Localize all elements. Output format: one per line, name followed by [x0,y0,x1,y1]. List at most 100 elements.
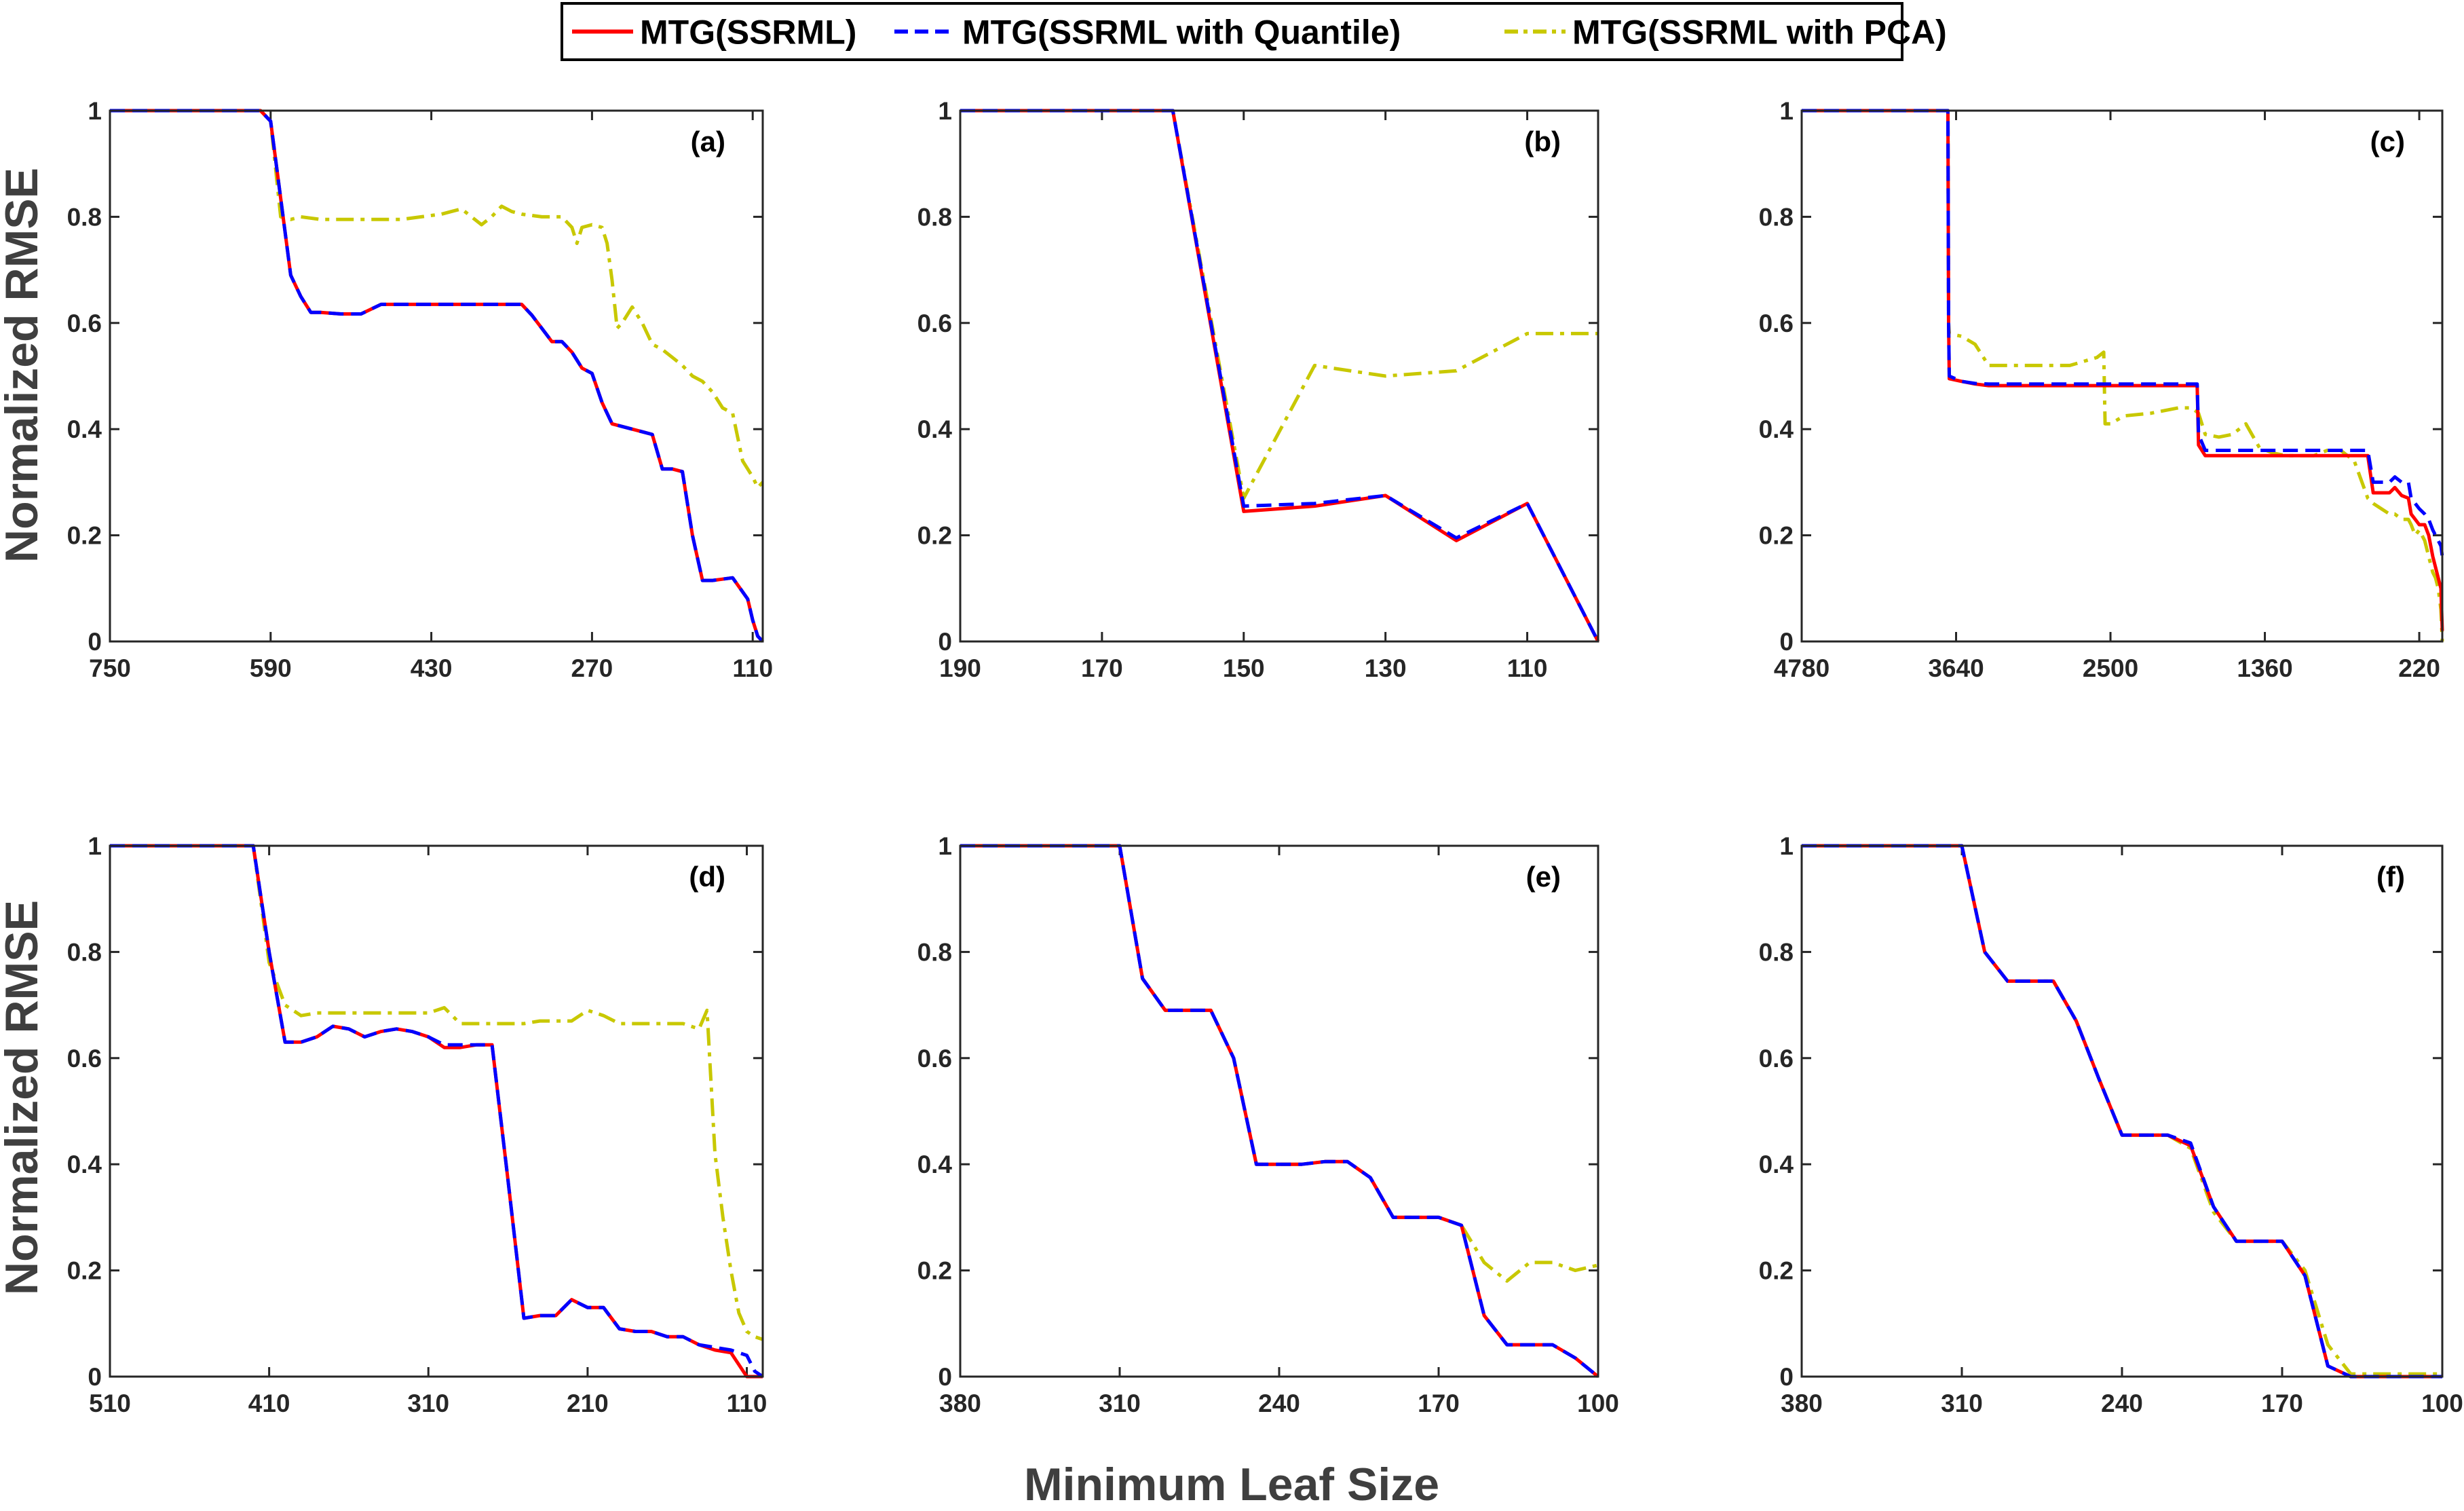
series-line-mtg-ssrml [960,109,1600,643]
y-tick-label: 0.8 [67,938,102,966]
y-tick-label: 1 [938,832,952,860]
x-tick-label: 110 [1507,654,1548,682]
x-tick-label: 130 [1365,654,1407,682]
y-tick-label: 0 [88,628,102,656]
y-tick-label: 0.8 [1759,938,1794,966]
x-tick-label: 100 [1577,1389,1619,1417]
y-tick-label: 0 [938,628,952,656]
x-tick-label: 1360 [2237,654,2292,682]
series-line-mtg-ssrml-with-pca [110,109,764,489]
x-tick-label: 240 [2101,1389,2143,1417]
series-line-mtg-ssrml-with-pca [1802,109,2444,642]
x-tick-label: 380 [939,1389,981,1417]
y-tick-label: 0.4 [1759,1151,1794,1178]
y-tick-label: 0.6 [67,1045,102,1072]
y-tick-label: 0.6 [1759,1045,1794,1072]
x-tick-label: 4780 [1774,654,1830,682]
series-line-mtg-ssrml [110,844,763,1379]
y-tick-label: 0.6 [917,310,952,337]
x-tick-label: 2500 [2083,654,2138,682]
panel-b: 0 0.2 0.4 0.6 0.8 1 190 170 150 130 110 (b) [917,97,1600,682]
panel-label: (f) [2376,861,2405,893]
y-tick-label: 0.4 [67,415,102,443]
series-line-mtg-ssrml-with-pca [960,844,1599,1283]
y-tick-label: 0.6 [917,1045,952,1072]
y-axis-label-top: Normalized RMSE [0,168,48,563]
plot-frame [959,109,1599,643]
x-tick-label: 240 [1258,1389,1300,1417]
y-tick-label: 0.2 [1759,522,1794,550]
series-line-mtg-ssrml-with-pca [110,844,763,1341]
legend-box [561,2,1903,61]
y-axis-label-bottom: Normalized RMSE [0,900,48,1295]
x-tick-label: 410 [248,1389,290,1417]
x-axis-label: Minimum Leaf Size [1024,1459,1439,1510]
y-tick-label: 0 [88,1363,102,1391]
x-tick-label: 430 [411,654,453,682]
x-tick-label: 3640 [1928,654,1984,682]
panel-label: (d) [689,861,725,893]
series-line-mtg-ssrml-with-quantile [960,109,1600,643]
series-line-mtg-ssrml [1802,844,2442,1379]
panel-c: 0 0.2 0.4 0.6 0.8 1 4780 3640 2500 1360 220 (c) [1759,97,2444,682]
plot-frame [109,844,764,1378]
series-line-mtg-ssrml [960,844,1599,1378]
y-tick-label: 0.2 [67,1257,102,1285]
legend-label-2: MTG(SSRML with Quantile) [962,14,1401,52]
y-tick-label: 0 [1779,628,1794,656]
y-tick-label: 1 [938,97,952,125]
plot-frame [1800,844,2444,1378]
series-line-mtg-ssrml-with-quantile [110,844,764,1379]
y-tick-label: 0.8 [67,203,102,231]
plot-frame [109,109,764,643]
y-tick-label: 0.6 [67,310,102,337]
legend: MTG(SSRML) MTG(SSRML with Quantile) MTG(SS… [561,2,1947,61]
x-tick-label: 110 [727,1389,767,1417]
y-tick-label: 0.4 [917,1151,953,1178]
x-tick-label: 150 [1223,654,1265,682]
y-tick-label: 1 [88,97,102,125]
panel-label: (e) [1526,861,1561,893]
panel-e: 0 0.2 0.4 0.6 0.8 1 380 310 240 170 100 (e) [917,832,1619,1417]
x-tick-label: 310 [1941,1389,1983,1417]
series-line-mtg-ssrml-with-pca [1802,844,2442,1376]
y-tick-label: 0.2 [917,522,952,550]
x-tick-label: 510 [89,1389,131,1417]
legend-label-3: MTG(SSRML with PCA) [1572,14,1947,52]
series-line-mtg-ssrml-with-quantile [960,844,1599,1378]
x-tick-label: 310 [1099,1389,1141,1417]
y-tick-label: 0.4 [1759,415,1794,443]
panel-f: 0 0.2 0.4 0.6 0.8 1 380 310 240 170 100 (f) [1759,832,2463,1417]
series-line-mtg-ssrml-with-quantile [110,109,764,643]
x-tick-label: 750 [89,654,131,682]
y-tick-label: 0.8 [917,203,952,231]
panel-label: (b) [1524,126,1561,157]
x-tick-label: 310 [407,1389,449,1417]
y-tick-label: 0.2 [67,522,102,550]
y-tick-label: 0.6 [1759,310,1794,337]
y-tick-label: 0.2 [1759,1257,1794,1285]
y-tick-label: 0.8 [1759,203,1794,231]
y-tick-label: 0 [938,1363,952,1391]
y-tick-label: 0.4 [917,415,953,443]
y-tick-label: 0.8 [917,938,952,966]
y-tick-label: 0 [1779,1363,1794,1391]
panel-label: (c) [2370,126,2405,157]
x-tick-label: 170 [1418,1389,1460,1417]
x-tick-label: 110 [732,654,773,682]
plot-frame [1800,109,2444,643]
x-tick-label: 100 [2421,1389,2463,1417]
x-tick-label: 170 [1081,654,1123,682]
y-tick-label: 1 [88,832,102,860]
series-line-mtg-ssrml-with-pca [960,109,1598,500]
series-line-mtg-ssrml-with-quantile [1802,844,2442,1379]
y-tick-label: 0.2 [917,1257,952,1285]
x-tick-label: 270 [571,654,613,682]
x-tick-label: 590 [250,654,292,682]
x-tick-label: 380 [1781,1389,1823,1417]
x-tick-label: 190 [939,654,981,682]
series-line-mtg-ssrml [1802,109,2444,631]
